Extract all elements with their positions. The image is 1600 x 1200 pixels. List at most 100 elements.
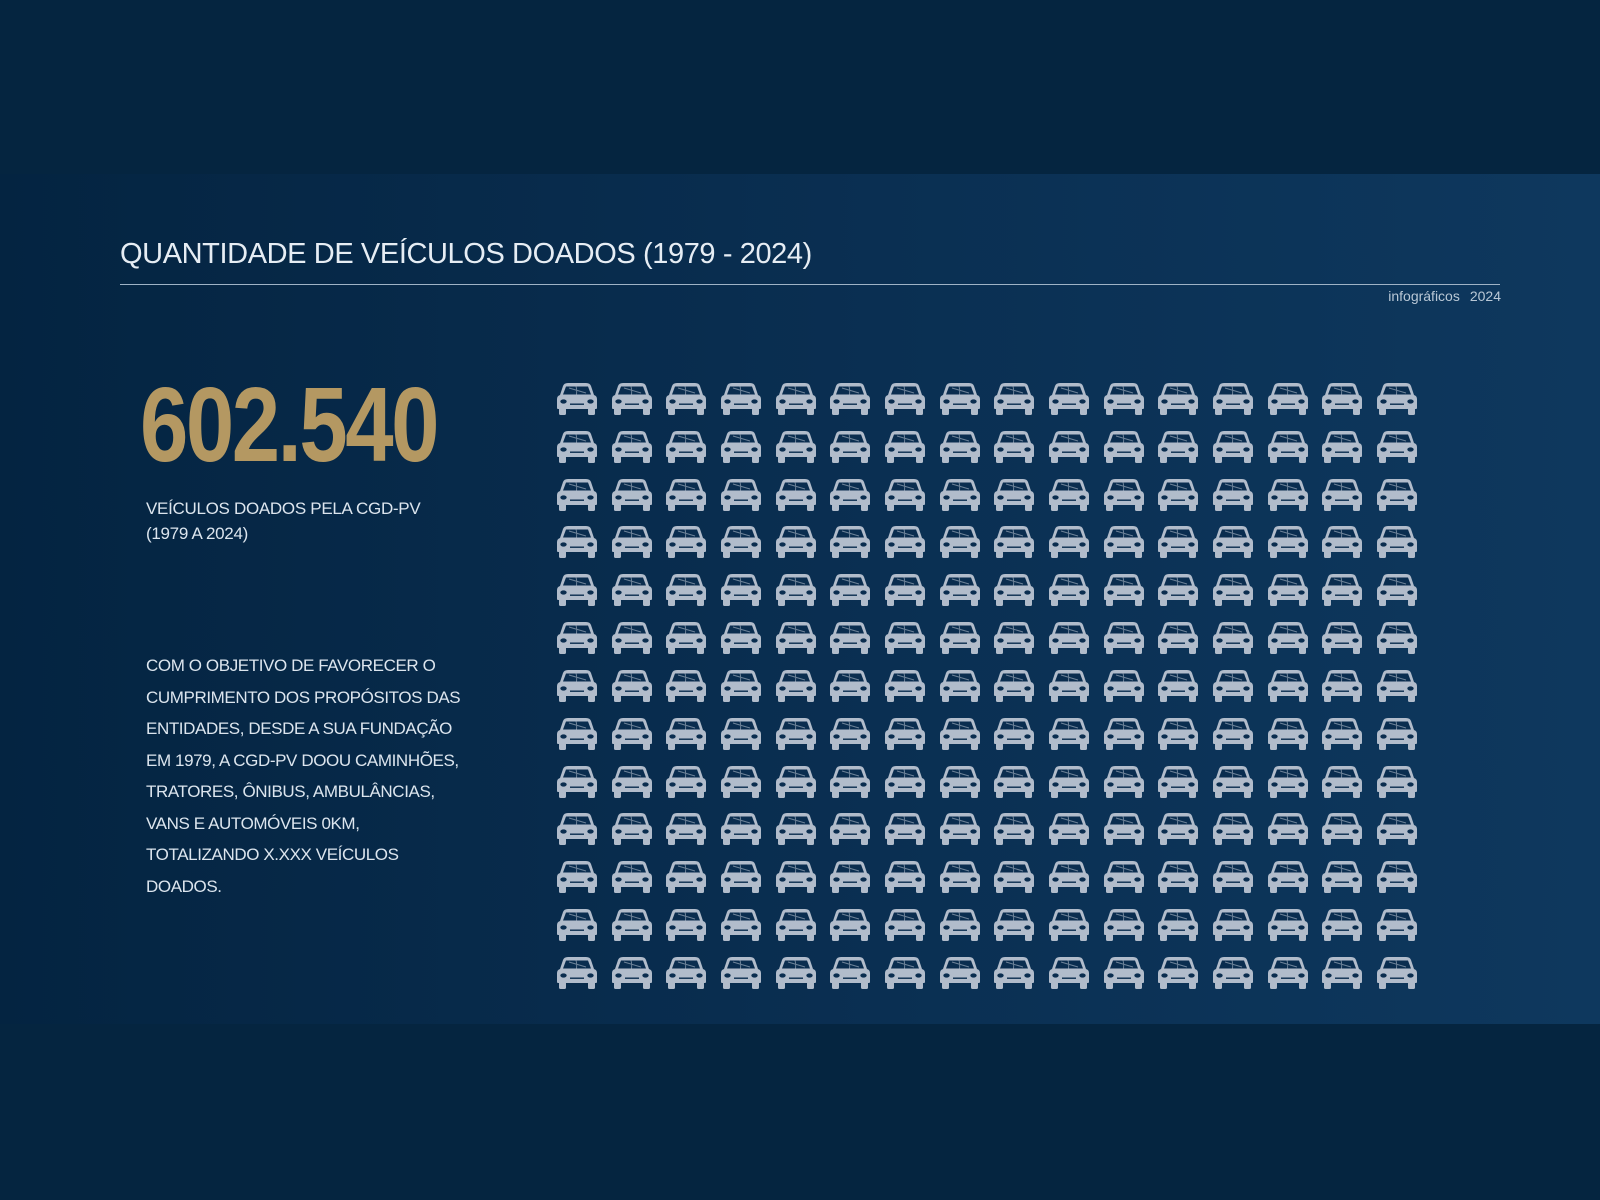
car-icon <box>1157 382 1199 416</box>
car-icon <box>884 908 926 942</box>
car-icon <box>665 430 707 464</box>
car-icon <box>1267 717 1309 751</box>
car-icon <box>939 525 981 559</box>
car-icon <box>884 717 926 751</box>
car-icon <box>1103 669 1145 703</box>
car-icon <box>720 621 762 655</box>
car-icon <box>1267 860 1309 894</box>
car-icon <box>884 956 926 990</box>
car-icon <box>1212 860 1254 894</box>
car-icon <box>556 860 598 894</box>
car-icon <box>775 573 817 607</box>
car-icon <box>611 765 653 799</box>
car-icon <box>829 621 871 655</box>
car-icon <box>665 621 707 655</box>
car-icon <box>993 573 1035 607</box>
car-icon <box>720 765 762 799</box>
car-icon <box>1103 382 1145 416</box>
car-icon <box>611 860 653 894</box>
car-icon <box>775 430 817 464</box>
car-icon <box>1321 430 1363 464</box>
car-icon <box>884 621 926 655</box>
car-icon <box>611 525 653 559</box>
car-icon <box>720 478 762 512</box>
car-icon <box>1212 430 1254 464</box>
car-icon <box>884 669 926 703</box>
car-icon <box>1212 382 1254 416</box>
car-icon <box>1212 478 1254 512</box>
car-icon <box>720 382 762 416</box>
car-icon <box>1103 621 1145 655</box>
car-icon <box>1103 478 1145 512</box>
car-icon <box>1376 382 1418 416</box>
car-icon <box>1267 382 1309 416</box>
car-icon <box>556 382 598 416</box>
car-icon <box>665 669 707 703</box>
car-icon <box>829 717 871 751</box>
car-icon <box>993 430 1035 464</box>
total-vehicles-number: 602.540 <box>140 366 439 484</box>
car-icon <box>1267 478 1309 512</box>
car-icon <box>884 382 926 416</box>
caption-line-1: VEÍCULOS DOADOS PELA CGD-PV <box>146 499 421 518</box>
car-icon <box>611 956 653 990</box>
car-icon <box>939 765 981 799</box>
car-icon <box>1103 956 1145 990</box>
car-icon <box>1267 621 1309 655</box>
car-icon <box>1376 430 1418 464</box>
car-icon <box>1048 717 1090 751</box>
car-icon <box>1157 621 1199 655</box>
car-icon <box>1048 860 1090 894</box>
car-icon <box>1103 525 1145 559</box>
car-icon <box>1048 478 1090 512</box>
car-icon <box>775 908 817 942</box>
car-pictogram-grid <box>556 382 1418 989</box>
car-icon <box>939 860 981 894</box>
car-icon <box>1212 908 1254 942</box>
car-icon <box>993 956 1035 990</box>
car-icon <box>556 621 598 655</box>
car-icon <box>720 908 762 942</box>
car-icon <box>1321 573 1363 607</box>
car-icon <box>884 478 926 512</box>
brand-label: infográficos 2024 <box>1388 288 1501 304</box>
car-icon <box>775 956 817 990</box>
car-icon <box>939 573 981 607</box>
car-icon <box>939 908 981 942</box>
car-icon <box>1321 812 1363 846</box>
car-icon <box>1376 478 1418 512</box>
car-icon <box>1376 860 1418 894</box>
car-icon <box>1267 908 1309 942</box>
car-icon <box>1267 669 1309 703</box>
car-icon <box>1267 573 1309 607</box>
car-icon <box>1267 765 1309 799</box>
description-text: COM O OBJETIVO DE FAVORECER O CUMPRIMENT… <box>146 656 461 896</box>
car-icon <box>1157 908 1199 942</box>
car-icon <box>1376 908 1418 942</box>
car-icon <box>829 812 871 846</box>
car-icon <box>720 525 762 559</box>
car-icon <box>1321 621 1363 655</box>
car-icon <box>665 525 707 559</box>
car-icon <box>556 669 598 703</box>
car-icon <box>611 478 653 512</box>
car-icon <box>611 812 653 846</box>
car-icon <box>939 669 981 703</box>
car-icon <box>775 812 817 846</box>
car-icon <box>720 860 762 894</box>
car-icon <box>556 812 598 846</box>
car-icon <box>884 765 926 799</box>
car-icon <box>829 382 871 416</box>
car-icon <box>939 956 981 990</box>
car-icon <box>775 860 817 894</box>
car-icon <box>611 669 653 703</box>
car-icon <box>1321 525 1363 559</box>
car-icon <box>1321 765 1363 799</box>
letterbox-top <box>0 0 1600 174</box>
car-icon <box>1048 573 1090 607</box>
car-icon <box>611 382 653 416</box>
car-icon <box>939 430 981 464</box>
car-icon <box>720 956 762 990</box>
car-icon <box>829 765 871 799</box>
car-icon <box>1048 430 1090 464</box>
